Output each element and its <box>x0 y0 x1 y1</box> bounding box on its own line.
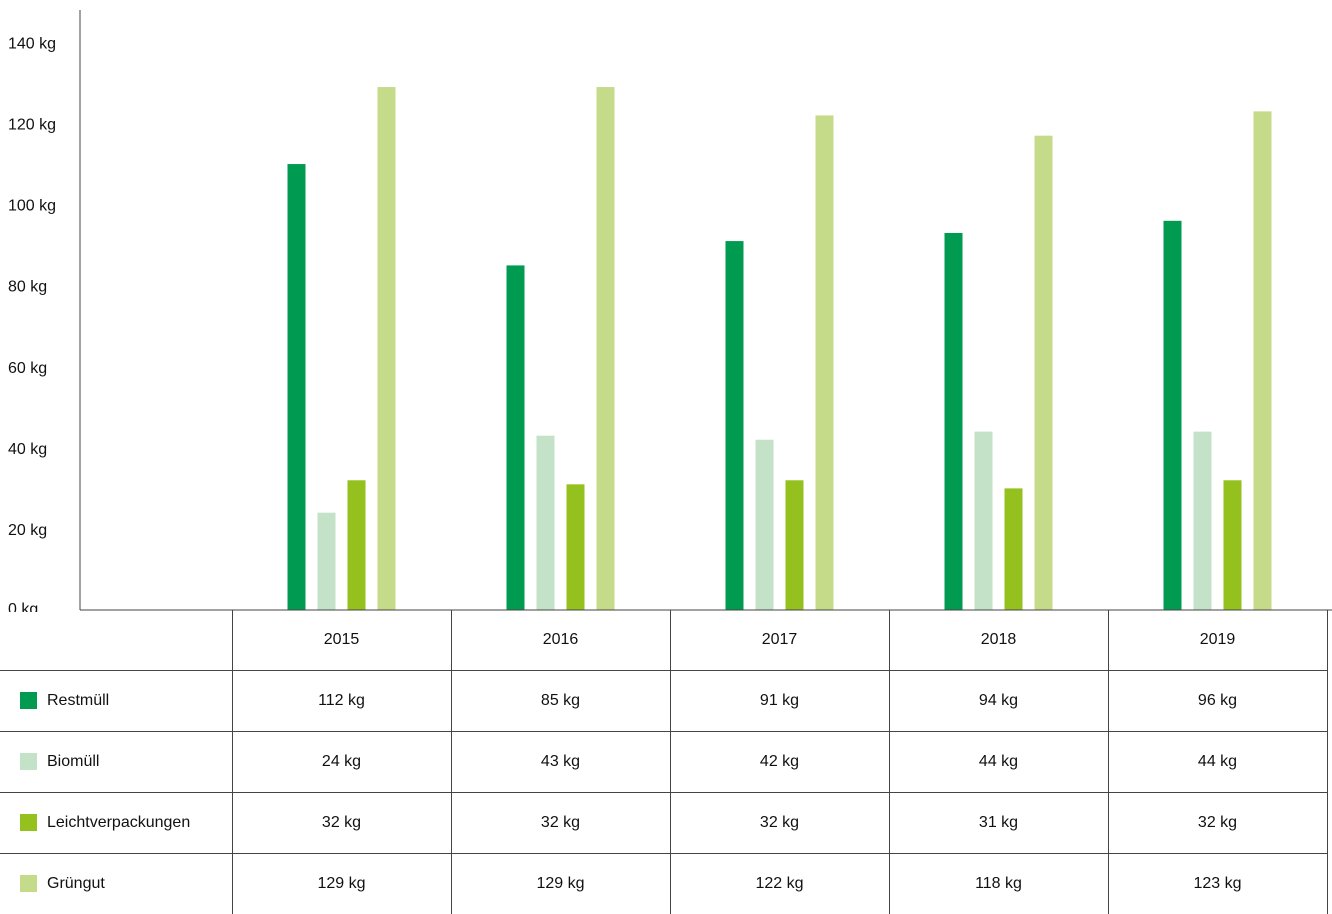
value-cell: 112 kg <box>232 671 451 732</box>
category-header: 2018 <box>889 610 1108 671</box>
bar-2018-1 <box>945 233 963 610</box>
y-tick-label: 20 kg <box>8 522 47 539</box>
value-cell: 85 kg <box>451 671 670 732</box>
legend-swatch <box>20 875 37 892</box>
value-cell: 122 kg <box>670 854 889 914</box>
value-cell: 42 kg <box>670 732 889 793</box>
bar-2018-2 <box>975 432 993 610</box>
legend-label: Grüngut <box>47 875 105 892</box>
value-cell: 32 kg <box>670 793 889 854</box>
bar-2015-1 <box>288 164 306 610</box>
bar-2016-2 <box>537 436 555 610</box>
bar-2016-3 <box>567 484 585 610</box>
category-header: 2019 <box>1108 610 1327 671</box>
y-tick-label: 60 kg <box>8 360 47 377</box>
y-tick-label: 100 kg <box>8 198 56 215</box>
value-cell: 43 kg <box>451 732 670 793</box>
value-cell: 24 kg <box>232 732 451 793</box>
legend-swatch <box>20 814 37 831</box>
bar-2016-1 <box>507 265 525 610</box>
bar-2019-3 <box>1224 480 1242 610</box>
y-tick-label: 80 kg <box>8 279 47 296</box>
legend-label: Leichtverpackungen <box>47 814 190 831</box>
value-cell: 32 kg <box>232 793 451 854</box>
legend-cell: Grüngut <box>0 854 232 914</box>
legend-cell: Biomüll <box>0 732 232 793</box>
legend-swatch <box>20 692 37 709</box>
value-cell: 118 kg <box>889 854 1108 914</box>
table-corner-cell <box>0 610 232 671</box>
bar-2017-1 <box>726 241 744 610</box>
bar-2015-4 <box>378 87 396 610</box>
bar-2019-1 <box>1164 221 1182 610</box>
category-header: 2016 <box>451 610 670 671</box>
value-cell: 123 kg <box>1108 854 1327 914</box>
bar-2016-4 <box>597 87 615 610</box>
bar-2017-4 <box>816 115 834 610</box>
y-tick-label: 120 kg <box>8 117 56 134</box>
legend-swatch <box>20 753 37 770</box>
category-header: 2015 <box>232 610 451 671</box>
legend-label: Biomüll <box>47 753 99 770</box>
bar-2019-2 <box>1194 432 1212 610</box>
category-header: 2017 <box>670 610 889 671</box>
value-cell: 32 kg <box>451 793 670 854</box>
bar-2015-2 <box>318 513 336 610</box>
legend-cell: Leichtverpackungen <box>0 793 232 854</box>
y-tick-label: 140 kg <box>8 35 56 52</box>
legend-cell: Restmüll <box>0 671 232 732</box>
value-cell: 31 kg <box>889 793 1108 854</box>
bar-2018-3 <box>1005 488 1023 610</box>
y-tick-label: 40 kg <box>8 441 47 458</box>
value-cell: 129 kg <box>232 854 451 914</box>
value-cell: 129 kg <box>451 854 670 914</box>
value-cell: 91 kg <box>670 671 889 732</box>
value-cell: 44 kg <box>1108 732 1327 793</box>
value-cell: 44 kg <box>889 732 1108 793</box>
legend-label: Restmüll <box>47 692 109 709</box>
bar-2018-4 <box>1035 136 1053 610</box>
bar-2017-3 <box>786 480 804 610</box>
value-cell: 32 kg <box>1108 793 1327 854</box>
value-cell: 94 kg <box>889 671 1108 732</box>
bars <box>288 87 1272 610</box>
value-cell: 96 kg <box>1108 671 1327 732</box>
bar-2019-4 <box>1254 111 1272 610</box>
bar-2017-2 <box>756 440 774 610</box>
bar-2015-3 <box>348 480 366 610</box>
